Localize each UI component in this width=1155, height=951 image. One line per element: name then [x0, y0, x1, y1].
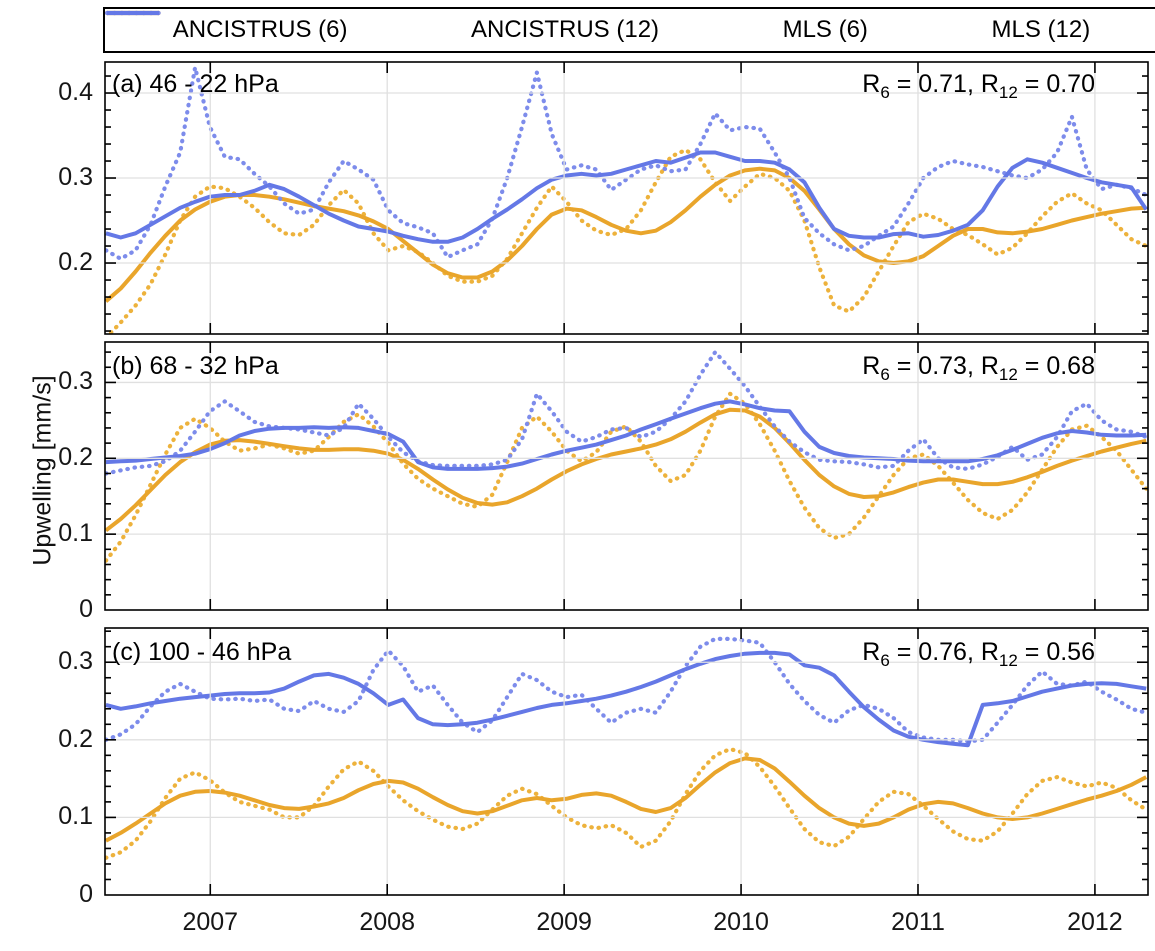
- panel-c-axes-box: [104, 627, 1149, 896]
- y-tick-label: 0.3: [58, 163, 93, 192]
- x-tick-label: 2012: [1067, 908, 1123, 936]
- series-line-ancistrus-6-: [105, 391, 1148, 563]
- panel-a-correlation: R6 = 0.71, R12 = 0.70: [862, 70, 1095, 102]
- legend-label: ANCISTRUS (12): [471, 16, 660, 43]
- series-line-mls-6-: [105, 636, 1148, 744]
- series-line-mls-6-: [105, 350, 1148, 476]
- legend-label: ANCISTRUS (6): [172, 16, 348, 43]
- panel-c-plot-area: [105, 636, 1148, 860]
- legend-item-ancistrus-6: ANCISTRUS (6): [105, 10, 348, 44]
- legend-item-mls-12: MLS (12): [107, 10, 1091, 44]
- legend-label: MLS (6): [782, 16, 868, 43]
- y-tick-label: 0.2: [58, 724, 93, 753]
- panel-b-correlation: R6 = 0.73, R12 = 0.68: [862, 352, 1095, 384]
- series-line-ancistrus-6-: [105, 746, 1148, 860]
- panel-a-axes-box: [104, 61, 1149, 335]
- series-line-mls-12-: [105, 150, 1148, 244]
- x-tick-label: 2010: [713, 908, 769, 936]
- panel-b-plot-area: [105, 350, 1148, 563]
- series-line-ancistrus-12-: [105, 756, 1148, 843]
- y-tick-label: 0.3: [58, 367, 93, 396]
- legend: ANCISTRUS (6) ANCISTRUS (12) MLS (6) MLS…: [103, 7, 1155, 53]
- x-tick-label: 2007: [182, 908, 239, 936]
- panel-b-axes-box: [104, 341, 1149, 611]
- series-line-ancistrus-12-: [105, 407, 1147, 532]
- panel-c-correlation: R6 = 0.76, R12 = 0.56: [862, 638, 1095, 670]
- x-tick-label: 2011: [891, 908, 945, 936]
- legend-line-sample: [107, 10, 159, 16]
- series-line-mls-12-: [105, 399, 1147, 471]
- y-tick-label: 0.4: [58, 78, 93, 107]
- x-tick-label: 2009: [536, 908, 592, 936]
- y-tick-label: 0.1: [58, 519, 93, 548]
- series-line-mls-6-: [105, 65, 1148, 261]
- legend-item-ancistrus-12: ANCISTRUS (12): [107, 10, 660, 44]
- y-tick-label: 0: [79, 595, 93, 623]
- panel-a-plot-area: [105, 65, 1148, 334]
- series-line-mls-12-: [105, 650, 1147, 748]
- legend-label: MLS (12): [991, 16, 1091, 43]
- y-tick-label: 0.2: [58, 443, 93, 472]
- panel-c-title: (c) 100 - 46 hPa: [112, 638, 292, 666]
- panel-b-title: (b) 68 - 32 hPa: [112, 352, 279, 380]
- y-tick-label: 0.3: [58, 647, 93, 676]
- x-tick-label: 2008: [359, 908, 415, 936]
- y-tick-label: 0.2: [58, 248, 93, 277]
- panel-a-title: (a) 46 - 22 hPa: [112, 70, 279, 98]
- y-tick-label: 0.1: [58, 802, 93, 831]
- y-tick-label: 0: [79, 880, 93, 908]
- legend-item-mls-6: MLS (6): [105, 10, 868, 44]
